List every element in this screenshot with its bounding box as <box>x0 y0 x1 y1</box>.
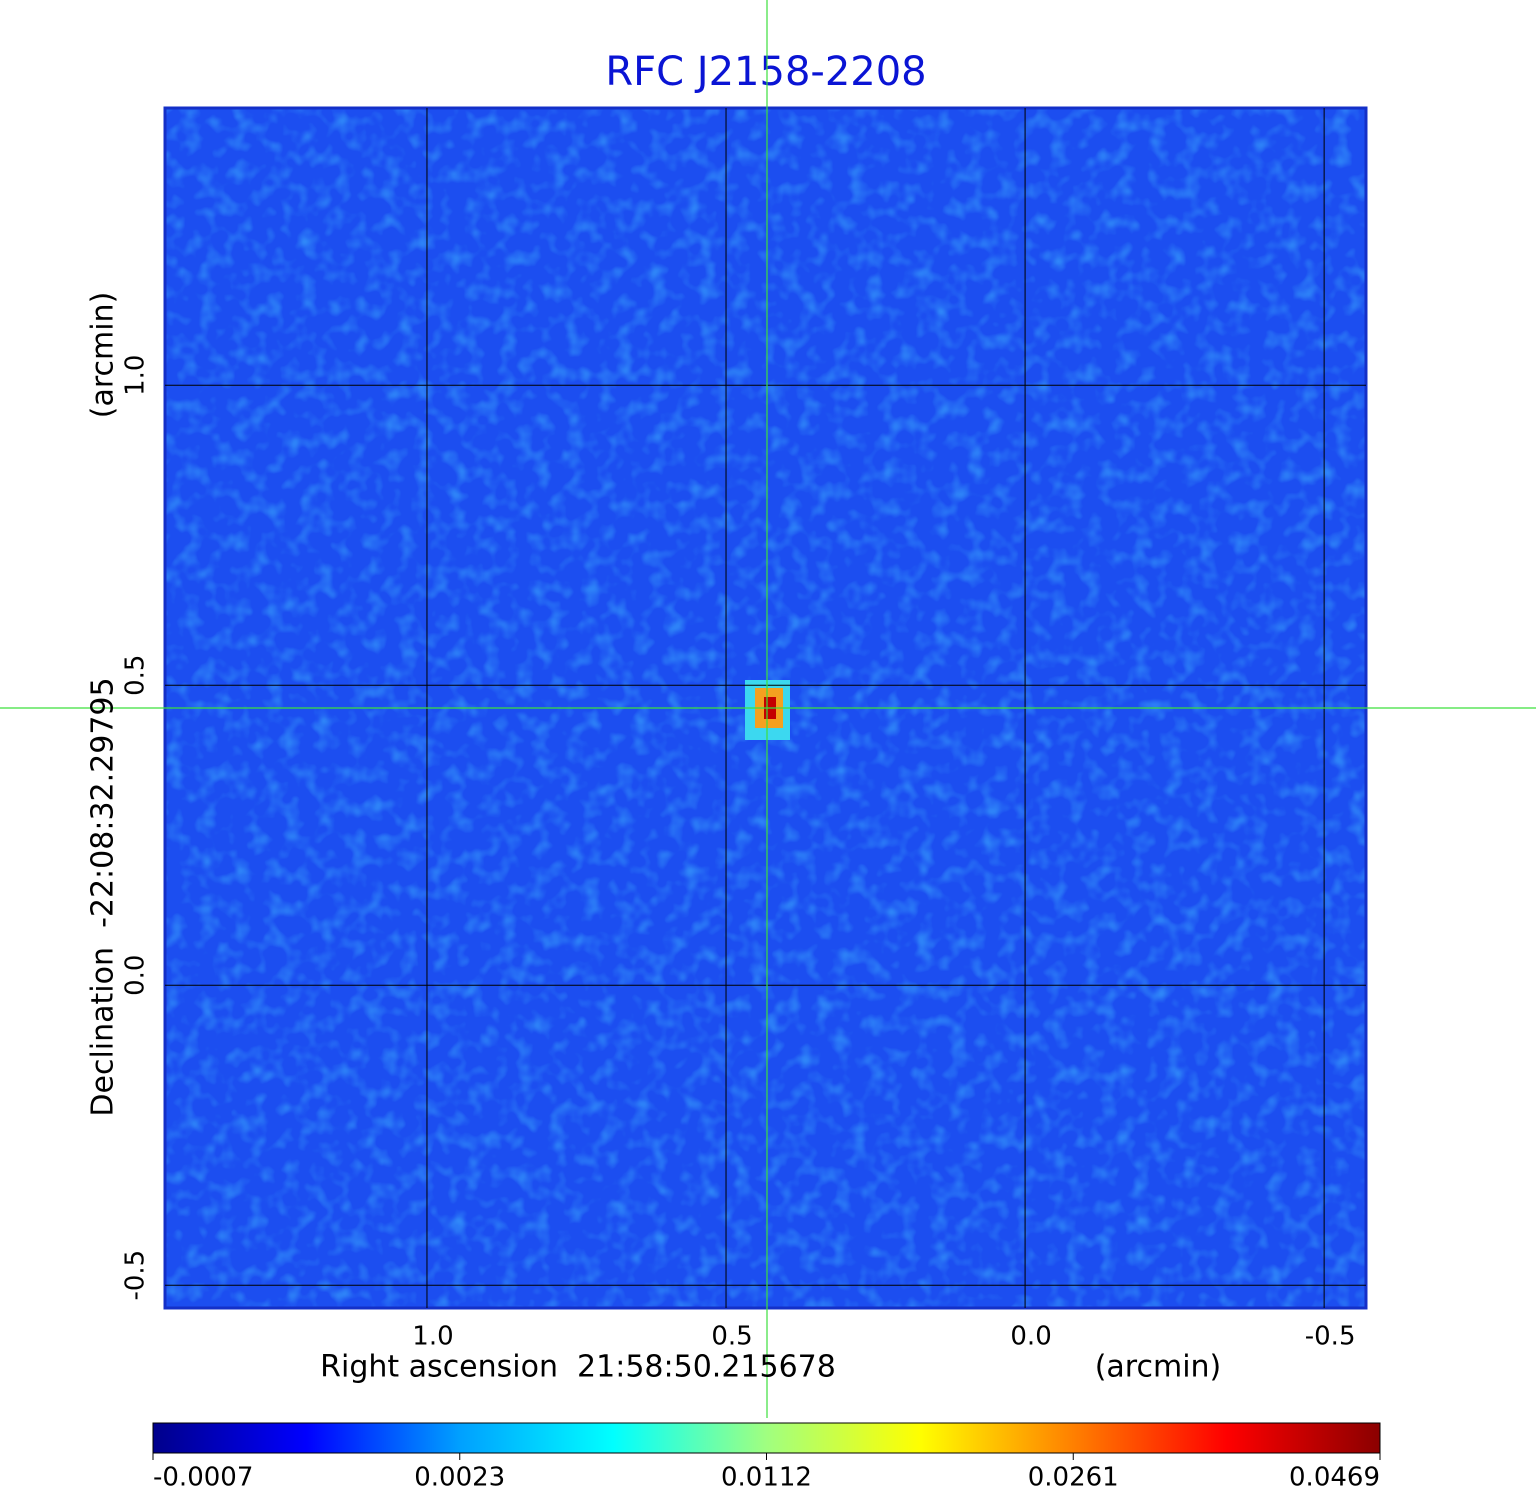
chart-title: RFC J2158-2208 <box>605 49 926 95</box>
y-tick-label: 0.0 <box>121 955 151 996</box>
x-tick-label: 0.0 <box>1010 1322 1051 1352</box>
x-axis-unit: (arcmin) <box>1095 1350 1222 1385</box>
y-axis-unit: (arcmin) <box>86 292 121 419</box>
y-axis-label: Declination -22:08:32.29795 <box>86 677 121 1116</box>
colorbar-tick-label: 0.0023 <box>414 1463 505 1493</box>
colorbar <box>152 1422 1381 1454</box>
x-tick-label: 1.0 <box>412 1322 453 1352</box>
x-tick-label: -0.5 <box>1305 1322 1356 1352</box>
x-tick-label: 0.5 <box>711 1322 752 1352</box>
y-tick-label: 1.0 <box>121 355 151 396</box>
y-tick-label: 0.5 <box>121 655 151 696</box>
x-axis-label: Right ascension 21:58:50.215678 <box>320 1350 836 1385</box>
colorbar-tick-label: 0.0112 <box>721 1463 812 1493</box>
colorbar-tick-label: 0.0469 <box>1289 1463 1380 1493</box>
colorbar-tick-label: 0.0261 <box>1028 1463 1119 1493</box>
colorbar-tick-label: -0.0007 <box>153 1463 253 1493</box>
y-tick-label: -0.5 <box>121 1250 151 1301</box>
